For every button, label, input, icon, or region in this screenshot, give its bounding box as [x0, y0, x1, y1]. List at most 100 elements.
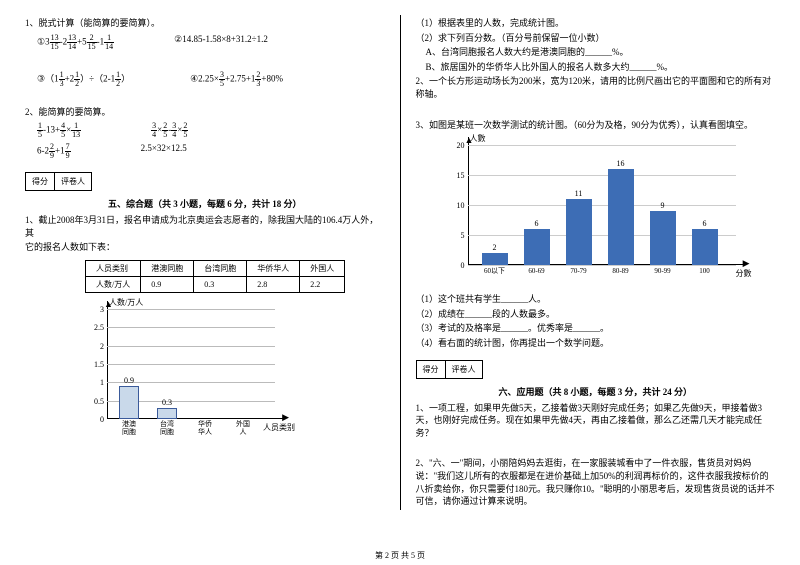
r5: 2、一个长方形运动场长为200米，宽为120米，请用的比例尺画出它的平面图和它的… [416, 75, 776, 100]
r1: （1）根据表里的人数，完成统计图。 [416, 17, 776, 30]
grader-label: 评卷人 [55, 173, 91, 190]
x-category-label: 华侨华人 [191, 421, 219, 436]
rq1: （1）这个班共有学生______人。 [416, 293, 776, 306]
ytick-label: 10 [457, 201, 465, 210]
bar-value-label: 9 [650, 201, 676, 210]
td-2: 0.3 [194, 276, 247, 292]
chart-bar [608, 169, 634, 265]
score-label: 得分 [417, 361, 446, 378]
bar-value-label: 0.9 [116, 376, 142, 385]
p1a: 1、截止2008年3月31日，报名申请成为北京奥运会志愿者的，除我国大陆的106… [25, 214, 385, 239]
th-4: 外国人 [300, 260, 345, 276]
volunteer-table: 人员类别 港澳同胞 台湾同胞 华侨华人 外国人 人数/万人 0.9 0.3 2.… [85, 260, 345, 293]
q2c: 6-229+179 [37, 143, 71, 160]
r4: B、旅居国外的华侨华人比外国人的报名人数多大约______%。 [426, 61, 776, 74]
q1-row1: ①31315-21314+5215-1114 ②14.85-1.58×8+31.… [37, 34, 385, 51]
gridline [107, 346, 275, 347]
chart-bar [119, 386, 139, 419]
th-2: 台湾同胞 [194, 260, 247, 276]
th-1: 港澳同胞 [141, 260, 194, 276]
score-label: 得分 [26, 173, 55, 190]
th-3: 华侨华人 [247, 260, 300, 276]
gridline [107, 364, 275, 365]
rq4: （4）看右面的统计图，你再提出一个数学问题。 [416, 337, 776, 350]
td-3: 2.8 [247, 276, 300, 292]
q2-row1: 15-13+45×113 34×25-34×25 [37, 122, 385, 139]
section-5-title: 五、综合题（共 3 小题，每题 6 分，共计 18 分） [25, 197, 385, 210]
x-category-label: 70-79 [560, 268, 598, 276]
th-0: 人员类别 [86, 260, 141, 276]
page-footer: 第 2 页 共 5 页 [0, 550, 800, 561]
ytick-label: 0 [461, 261, 465, 270]
rq3: （3）考试的及格率是______。优秀率是______。 [416, 322, 776, 335]
ytick-label: 1 [100, 378, 104, 387]
score-box: 得分 评卷人 [25, 172, 92, 191]
gridline [468, 265, 736, 266]
q1-title: 1、脱式计算（能简算的要简算）。 [25, 17, 385, 30]
td-1: 0.9 [141, 276, 194, 292]
ytick-label: 5 [461, 231, 465, 240]
chart-bar [482, 253, 508, 265]
arrow-up-icon: ▲ [465, 135, 474, 145]
score-bar-chart: 人數 ▲ ▶ 分數 20151050260以下660-691170-791680… [446, 137, 746, 287]
bar-value-label: 6 [524, 219, 550, 228]
x-category-label: 80-89 [602, 268, 640, 276]
chart1-xlabel: 人员类别 [263, 422, 295, 433]
arrow-up-icon: ▲ [104, 299, 113, 309]
x-category-label: 60-69 [518, 268, 556, 276]
x-category-label: 外国人 [229, 421, 257, 436]
grader-label: 评卷人 [446, 361, 482, 378]
ytick-label: 2.5 [94, 323, 104, 332]
q1d: ④2.25×35+2.75+123+80% [190, 71, 283, 88]
q1c: ③（113+212）÷（2-112） [37, 71, 130, 88]
ytick-label: 3 [100, 305, 104, 314]
chart2-y-axis [468, 137, 469, 265]
chart-bar [692, 229, 718, 265]
q1b: ②14.85-1.58×8+31.2÷1.2 [174, 34, 268, 51]
gridline [107, 309, 275, 310]
td-0: 人数/万人 [86, 276, 141, 292]
td-4: 2.2 [300, 276, 345, 292]
volunteer-bar-chart: 人数/万人 ▲ ▶ 人员类别 32.521.510.500.9港澳同胞0.3台湾… [85, 301, 285, 441]
x-category-label: 台湾同胞 [153, 421, 181, 436]
chart-bar [566, 199, 592, 265]
ytick-label: 20 [457, 141, 465, 150]
chart2-xlabel: 分數 [736, 268, 752, 279]
q2-title: 2、能简算的要简算。 [25, 106, 385, 119]
bar-value-label: 16 [608, 159, 634, 168]
chart-bar [524, 229, 550, 265]
ytick-label: 0 [100, 415, 104, 424]
q1a: ①31315-21314+5215-1114 [37, 34, 114, 51]
bar-value-label: 6 [692, 219, 718, 228]
table-header-row: 人员类别 港澳同胞 台湾同胞 华侨华人 外国人 [86, 260, 345, 276]
q1-row2: ③（113+212）÷（2-112） ④2.25×35+2.75+123+80% [37, 71, 385, 88]
bar-value-label: 11 [566, 189, 592, 198]
p1b: 它的报名人数如下表： [25, 241, 385, 254]
gridline [468, 175, 736, 176]
r2: （2）求下列百分数。（百分号前保留一位小数） [416, 32, 776, 45]
bar-value-label: 2 [482, 243, 508, 252]
p6-2: 2、"六、一"期间，小丽陪妈妈去逛街，在一家服装城看中了一件衣服，售货员对妈妈说… [416, 457, 776, 507]
gridline [468, 145, 736, 146]
section-6-title: 六、应用题（共 8 小题，每题 3 分，共计 24 分） [416, 385, 776, 398]
table-data-row: 人数/万人 0.9 0.3 2.8 2.2 [86, 276, 345, 292]
left-column: 1、脱式计算（能简算的要简算）。 ①31315-21314+5215-1114 … [25, 15, 385, 510]
x-category-label: 100 [686, 268, 724, 276]
p6-1: 1、一项工程，如果甲先做5天，乙接着做3天刚好完成任务；如果乙先做9天，甲接着做… [416, 402, 776, 440]
chart1-ylabel: 人数/万人 [109, 297, 143, 308]
r3: A、台湾同胞报名人数大约是港澳同胞的______%。 [426, 46, 776, 59]
chart-bar [650, 211, 676, 265]
q2b: 34×25-34×25 [151, 122, 188, 139]
q2-row2: 6-229+179 2.5×32×12.5 [37, 143, 385, 160]
chart-bar [157, 408, 177, 419]
gridline [468, 205, 736, 206]
r6: 3、如图是某班一次数学测试的统计图。（60分为及格，90分为优秀），认真看图填空… [416, 119, 776, 132]
ytick-label: 2 [100, 342, 104, 351]
rq2: （2）成绩在______段的人数最多。 [416, 308, 776, 321]
x-category-label: 港澳同胞 [115, 421, 143, 436]
x-category-label: 90-99 [644, 268, 682, 276]
ytick-label: 0.5 [94, 397, 104, 406]
ytick-label: 1.5 [94, 360, 104, 369]
gridline [107, 327, 275, 328]
q2d: 2.5×32×12.5 [141, 143, 187, 160]
